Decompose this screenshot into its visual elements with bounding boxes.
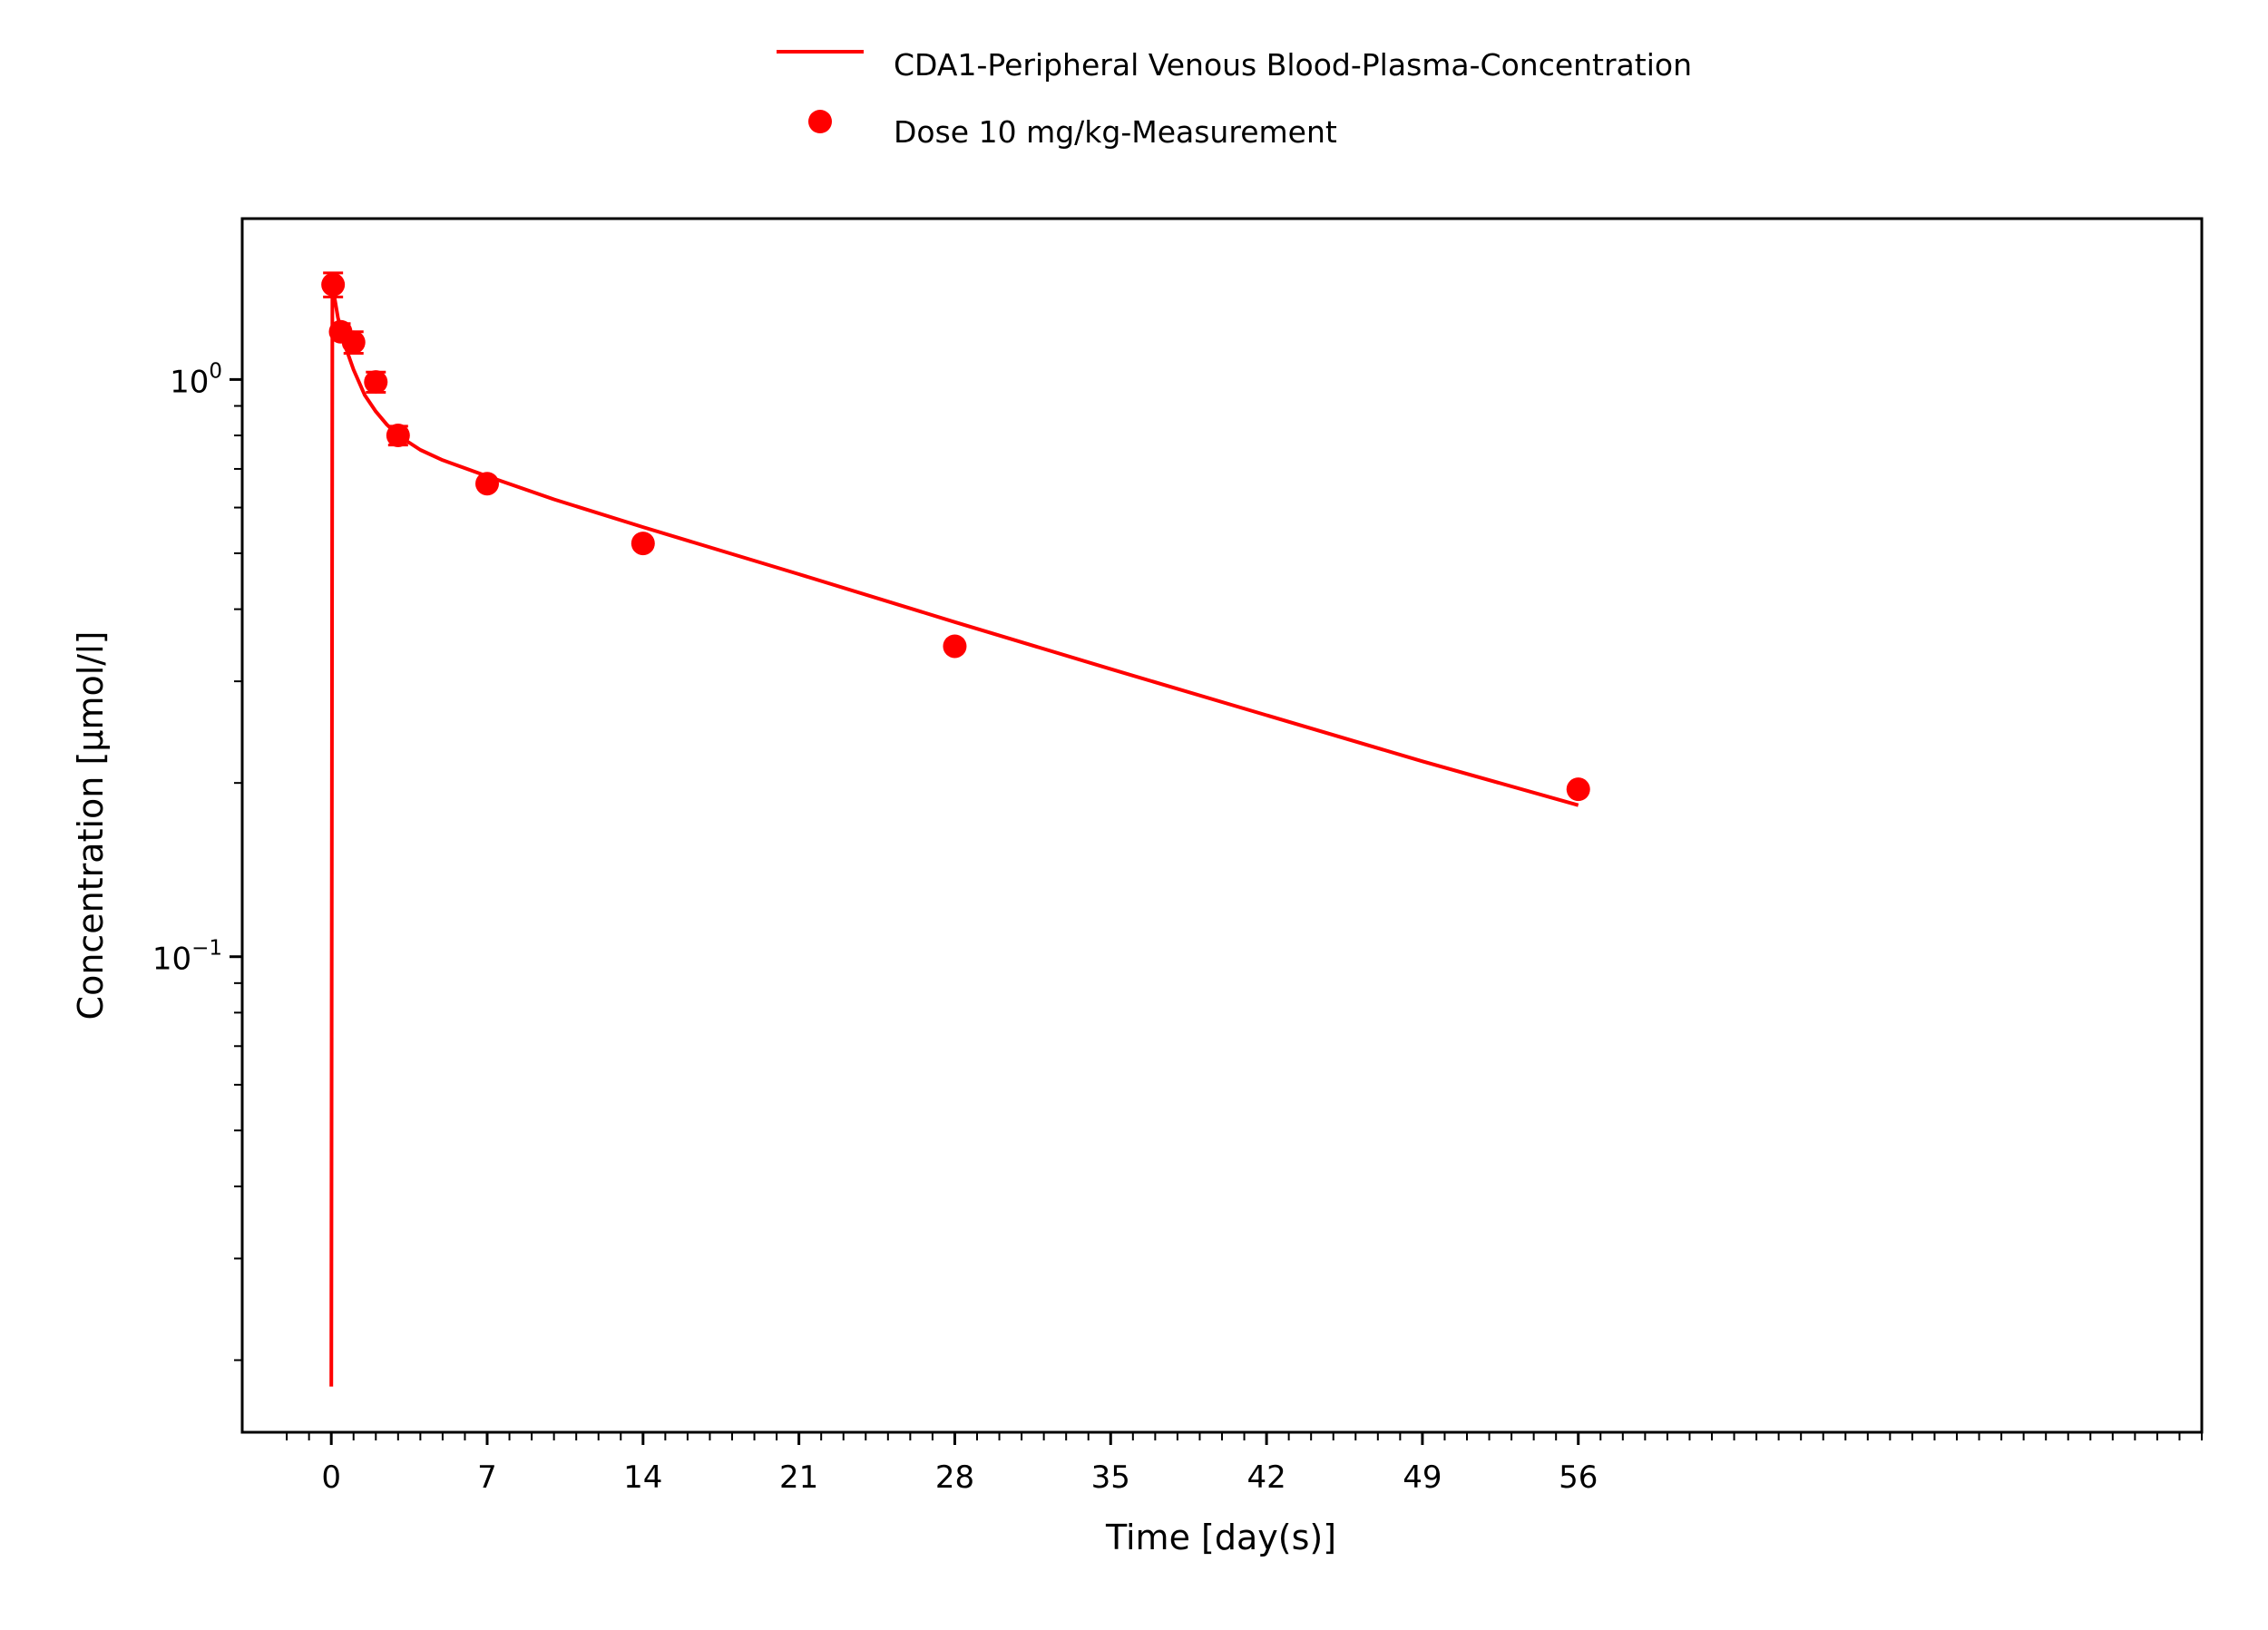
y-tick-label: 10−1 (152, 937, 222, 978)
data-point (341, 330, 366, 355)
x-tick-label: 35 (1091, 1459, 1130, 1496)
legend-label-line: CDA1-Peripheral Venous Blood-Plasma-Conc… (894, 47, 1692, 83)
x-axis-ticks: 0 7 14 21 28 35 42 49 56 (286, 1432, 2203, 1496)
plot-area (321, 271, 1590, 1387)
data-point (943, 634, 967, 659)
legend-marker-swatch (808, 110, 832, 133)
legend: CDA1-Peripheral Venous Blood-Plasma-Conc… (777, 47, 1692, 150)
data-point (1566, 777, 1590, 802)
x-tick-label: 42 (1246, 1459, 1286, 1496)
data-point (321, 272, 346, 297)
x-tick-label: 21 (779, 1459, 818, 1496)
x-tick-label: 49 (1403, 1459, 1442, 1496)
series-points-measurement (321, 271, 1590, 802)
data-point (364, 370, 388, 395)
x-tick-label: 0 (321, 1459, 341, 1496)
data-point (386, 424, 410, 448)
x-axis-title: Time [day(s)] (1105, 1518, 1336, 1557)
x-tick-label: 14 (623, 1459, 662, 1496)
x-tick-label: 28 (935, 1459, 974, 1496)
x-tick-label: 7 (477, 1459, 497, 1496)
legend-label-scatter: Dose 10 mg/kg-Measurement (894, 114, 1337, 150)
data-point (475, 472, 499, 496)
data-point (631, 532, 655, 556)
plot-frame (240, 217, 2204, 1434)
y-axis-ticks: 100 10−1 (152, 359, 242, 1362)
y-axis-title: Concentration [µmol/l] (71, 631, 111, 1020)
y-tick-label: 100 (170, 359, 222, 400)
series-line-cda1 (329, 276, 1579, 1387)
x-tick-label: 56 (1559, 1459, 1598, 1496)
